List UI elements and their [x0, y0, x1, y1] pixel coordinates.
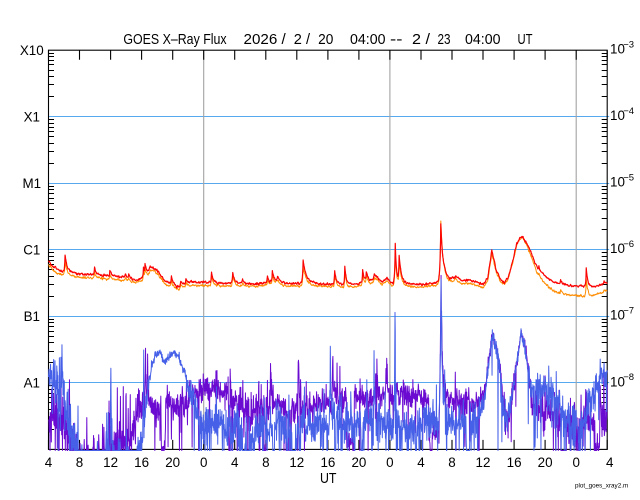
svg-text:A1: A1	[24, 376, 40, 391]
svg-text:M1: M1	[22, 176, 41, 191]
svg-text:0: 0	[200, 455, 207, 470]
svg-text:16: 16	[320, 455, 335, 470]
svg-text:10: 10	[610, 42, 625, 57]
svg-text:20: 20	[538, 455, 553, 470]
svg-text:−6: −6	[623, 239, 634, 250]
svg-text:B1: B1	[24, 309, 40, 324]
svg-text:10: 10	[610, 308, 625, 323]
svg-text:8: 8	[448, 455, 455, 470]
svg-text:X1: X1	[24, 110, 40, 125]
svg-text:UT: UT	[320, 471, 337, 487]
svg-text:X10: X10	[20, 43, 44, 58]
svg-text:4: 4	[417, 455, 425, 470]
svg-text:plot_goes_xray2.m: plot_goes_xray2.m	[575, 483, 628, 490]
svg-text:−7: −7	[623, 306, 634, 317]
svg-text:8: 8	[76, 455, 83, 470]
svg-text:12: 12	[476, 455, 491, 470]
svg-text:−4: −4	[623, 106, 634, 117]
svg-text:20: 20	[351, 455, 366, 470]
svg-text:4: 4	[231, 455, 239, 470]
svg-text:−3: −3	[623, 39, 634, 50]
svg-text:10: 10	[610, 374, 625, 389]
svg-text:0: 0	[386, 455, 393, 470]
svg-text:4: 4	[45, 455, 53, 470]
svg-text:0: 0	[572, 455, 579, 470]
svg-text:4: 4	[606, 455, 614, 470]
svg-text:16: 16	[134, 455, 149, 470]
svg-text:8: 8	[262, 455, 269, 470]
svg-text:C1: C1	[23, 243, 40, 258]
svg-text:−5: −5	[623, 173, 634, 184]
svg-text:10: 10	[610, 108, 625, 123]
svg-text:12: 12	[103, 455, 118, 470]
svg-text:10: 10	[610, 241, 625, 256]
svg-text:12: 12	[289, 455, 304, 470]
svg-text:16: 16	[507, 455, 522, 470]
svg-text:−8: −8	[623, 372, 634, 383]
svg-text:20: 20	[165, 455, 180, 470]
svg-text:10: 10	[610, 175, 625, 190]
